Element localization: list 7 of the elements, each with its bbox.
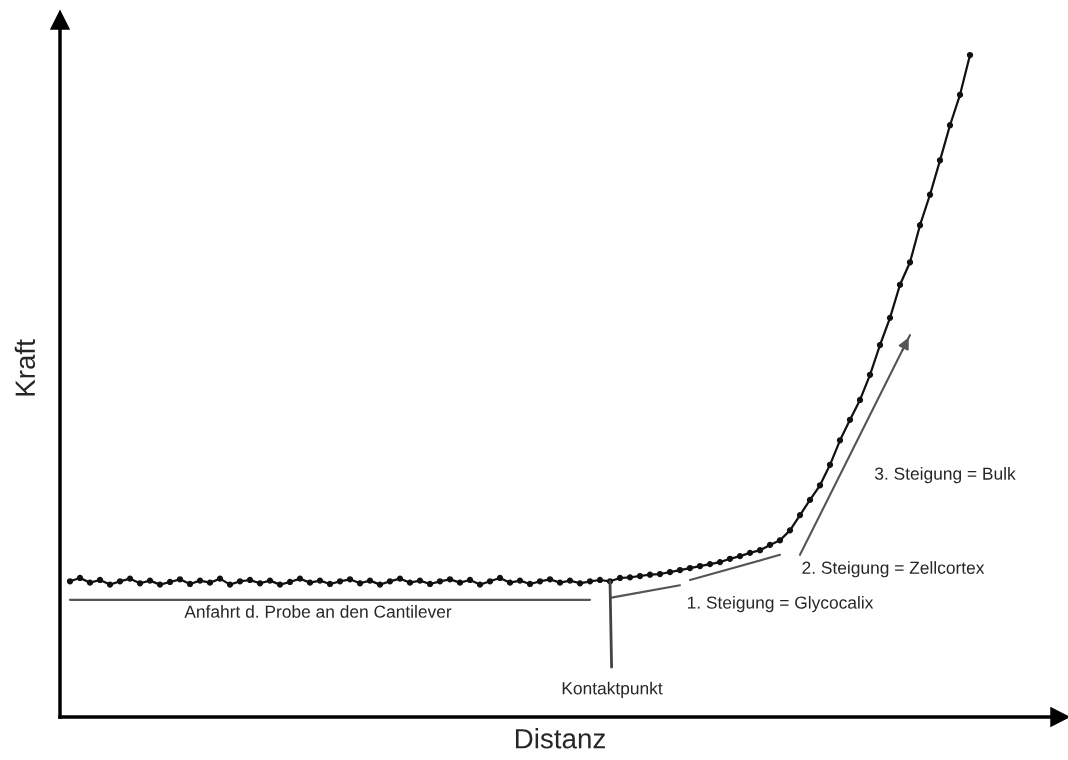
- annotation: 3. Steigung = Bulk: [874, 467, 1016, 484]
- y-axis-title: Kraft: [14, 339, 36, 396]
- annotation: Anfahrt d. Probe an den Cantilever: [184, 605, 452, 618]
- annotation: 1. Steigung = Glycocalix: [687, 595, 874, 613]
- annotation: Kontaktpunkt: [562, 681, 663, 698]
- annotation: 2. Steigung = Zellcortex: [802, 561, 985, 578]
- x-axis-title: Distanz: [515, 728, 605, 749]
